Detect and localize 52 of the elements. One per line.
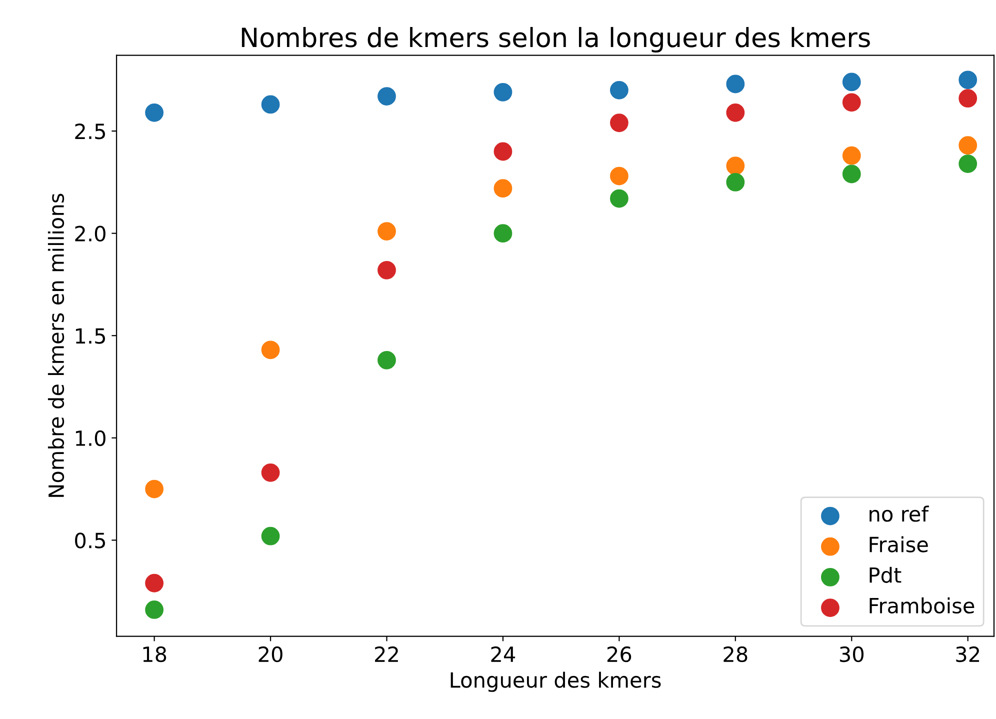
point xyxy=(261,463,280,482)
legend-label: Fraise xyxy=(870,536,928,552)
point xyxy=(842,164,861,184)
x-tick-label: 26 xyxy=(607,646,632,662)
point xyxy=(378,350,396,370)
x-tick-label: 30 xyxy=(840,646,864,662)
point xyxy=(494,82,512,102)
legend-label: Pdt xyxy=(870,566,902,583)
point xyxy=(145,600,164,619)
x-tick-label: 24 xyxy=(491,646,516,662)
point xyxy=(958,89,978,108)
point xyxy=(494,179,512,198)
point xyxy=(610,189,628,208)
x-tick-label: 28 xyxy=(724,646,748,662)
point xyxy=(842,146,861,165)
point xyxy=(261,526,280,546)
y-tick-label: 1.0 xyxy=(76,430,106,446)
point xyxy=(378,87,396,106)
point xyxy=(958,154,978,173)
point xyxy=(726,156,745,176)
point xyxy=(261,95,280,114)
point xyxy=(378,222,396,240)
point xyxy=(145,103,164,122)
point xyxy=(261,340,280,360)
y-tick-label: 1.5 xyxy=(76,328,105,344)
y-axis-title: Nombre de kmers en millions xyxy=(48,194,64,497)
point xyxy=(610,166,628,186)
chart-title: Nombres de kmers selon la longueur des kmers xyxy=(242,26,870,53)
y-tick-label: 0.5 xyxy=(75,532,105,548)
point xyxy=(610,80,628,100)
y-tick-label: 2.0 xyxy=(75,226,106,242)
x-tick-label: 18 xyxy=(143,646,166,662)
y-tick-label: 2.5 xyxy=(75,124,105,140)
point xyxy=(958,70,978,90)
point xyxy=(958,136,978,155)
point xyxy=(726,172,745,192)
x-tick-label: 32 xyxy=(956,646,980,662)
point xyxy=(610,114,628,132)
point xyxy=(726,74,745,94)
x-axis-title: Longueur des kmers xyxy=(450,672,661,692)
point xyxy=(378,260,396,280)
legend-label: Framboise xyxy=(870,597,974,614)
point xyxy=(842,93,861,112)
x-tick-label: 22 xyxy=(375,646,398,662)
point xyxy=(494,224,512,243)
point xyxy=(145,574,164,592)
point xyxy=(726,103,745,122)
legend-label: no ref xyxy=(870,506,929,522)
point xyxy=(145,480,164,498)
x-tick-label: 20 xyxy=(258,646,282,662)
point xyxy=(494,142,512,161)
point xyxy=(842,72,861,92)
